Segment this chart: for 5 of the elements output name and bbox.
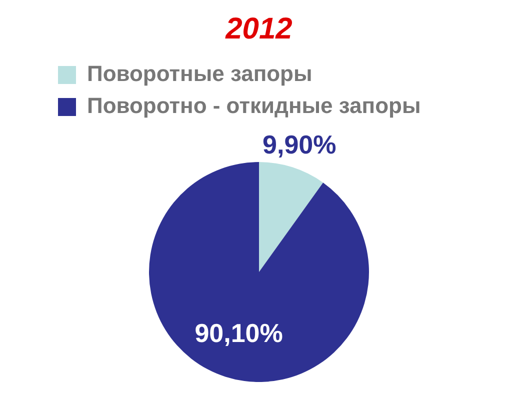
chart-title: 2012 bbox=[224, 12, 293, 46]
data-label: 9,90% bbox=[262, 130, 336, 160]
legend-label: Поворотно - откидные запоры bbox=[87, 93, 421, 118]
data-label: 90,10% bbox=[194, 318, 283, 348]
legend-label: Поворотные запоры bbox=[87, 61, 312, 86]
